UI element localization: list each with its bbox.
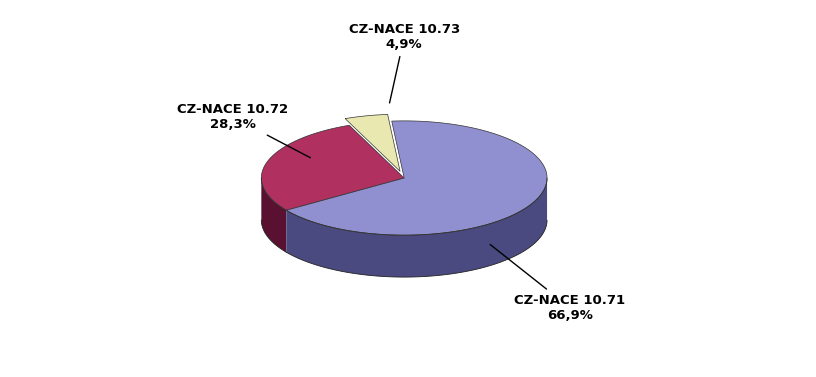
Polygon shape	[286, 121, 547, 235]
Polygon shape	[261, 125, 404, 210]
Text: CZ-NACE 10.73
4,9%: CZ-NACE 10.73 4,9%	[348, 23, 459, 103]
Polygon shape	[286, 179, 547, 277]
Polygon shape	[261, 178, 286, 252]
Text: CZ-NACE 10.72
28,3%: CZ-NACE 10.72 28,3%	[177, 103, 310, 158]
Polygon shape	[345, 115, 400, 172]
Text: CZ-NACE 10.71
66,9%: CZ-NACE 10.71 66,9%	[490, 245, 626, 322]
